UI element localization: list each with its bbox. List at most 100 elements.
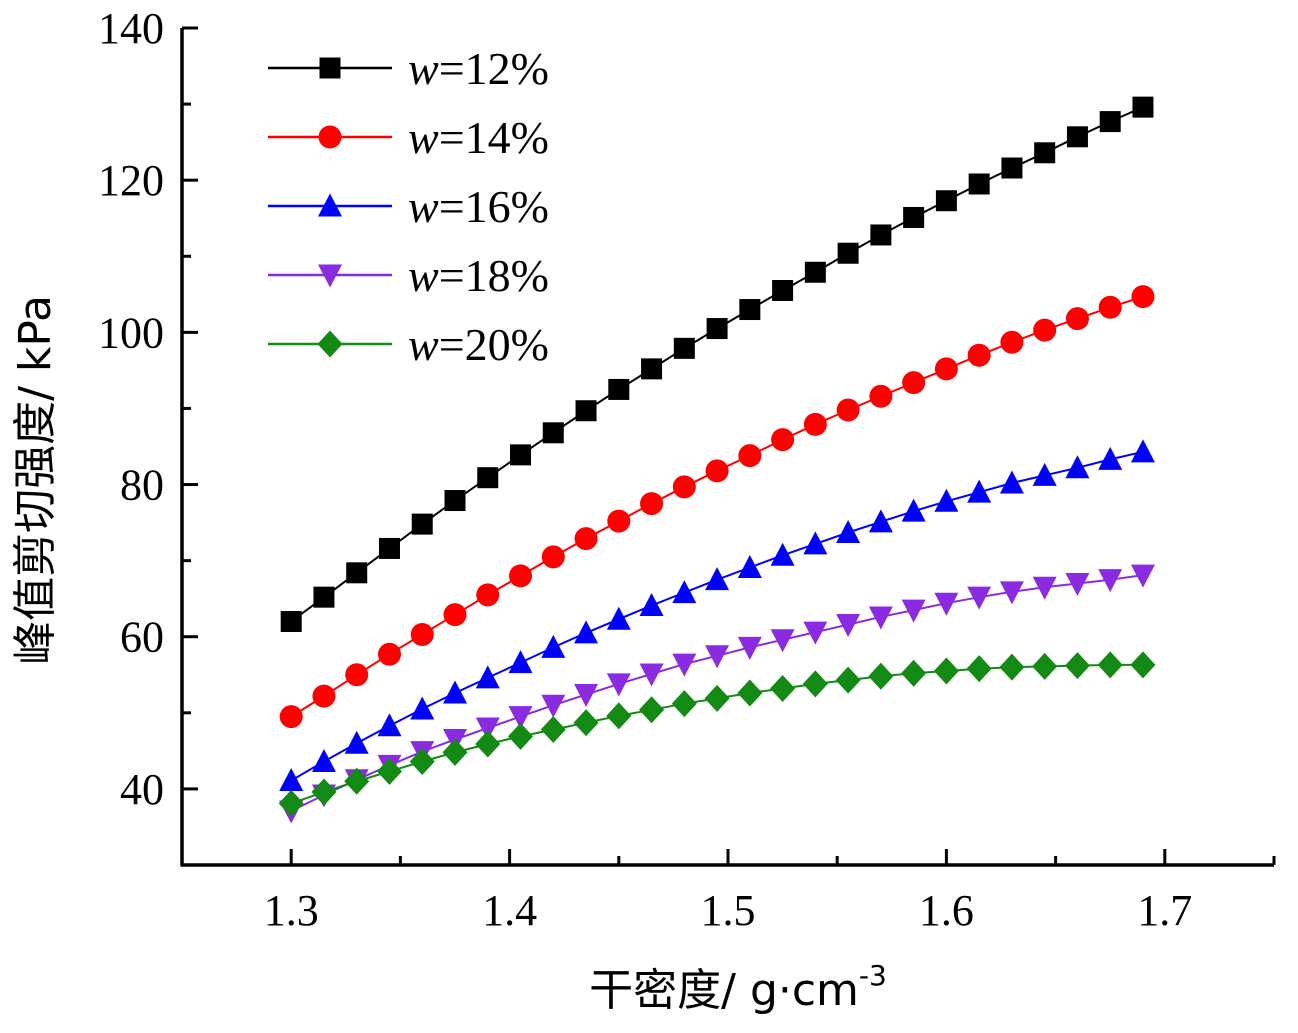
legend-label-variable: w [408,250,439,301]
data-point [639,696,665,724]
legend-label: w=16% [408,181,549,232]
data-point [312,684,336,708]
legend-label-variable: w [408,319,439,370]
data-point [1098,569,1123,593]
data-point [345,663,369,687]
data-point [705,645,730,669]
data-point [739,299,761,321]
data-point [770,674,796,702]
data-point [510,444,532,466]
legend-marker [317,330,343,358]
legend-item: w=14% [268,112,549,163]
data-point [378,537,400,559]
x-axis-title-superscript: -3 [859,959,887,992]
data-point [540,716,566,744]
data-point [1098,295,1122,319]
data-point [934,488,959,512]
data-point [1130,651,1156,679]
data-point [443,603,467,627]
data-point [836,614,861,638]
data-point [377,642,401,666]
data-point [508,650,533,674]
data-point [671,690,697,718]
data-point [870,224,892,246]
data-point [967,479,992,503]
data-point [901,659,927,687]
legend-label-value: =18% [439,250,549,301]
data-point [411,513,433,535]
data-point [443,680,467,704]
data-point [772,280,794,302]
data-point [902,371,926,395]
data-point [705,459,729,483]
data-point [1065,455,1090,479]
data-point [935,190,957,212]
legend-label: w=18% [408,250,549,301]
data-point [770,629,795,653]
data-point [837,242,859,264]
y-tick-label: 60 [120,613,164,662]
data-point [606,702,632,730]
data-point [903,206,925,228]
axes: 1.3 1.4 1.5 1.6 1.7 40 60 80 100 120 140 [98,4,1276,935]
data-point [737,636,762,660]
data-point [346,562,368,584]
data-point [410,622,434,646]
data-point [901,498,926,522]
legend-label-variable: w [408,43,439,94]
data-point [1065,572,1090,596]
data-point [672,580,697,604]
data-point [967,343,991,367]
legend-marker [318,125,342,149]
legend-label-value: =20% [439,319,549,370]
data-point [279,768,304,792]
data-point [476,583,500,607]
data-point [934,357,958,381]
data-point [1032,652,1058,680]
data-point [1098,446,1123,470]
legend-label-variable: w [408,181,439,232]
data-point [1066,126,1088,148]
series-14-group [279,285,1155,729]
data-point [1032,576,1057,600]
data-point [672,475,696,499]
data-point [573,709,599,737]
data-point [574,620,599,644]
y-tick-label: 120 [98,156,164,205]
data-point [705,567,730,591]
data-point [1065,307,1089,331]
data-point [376,757,402,785]
data-point [770,542,795,566]
data-point [803,412,827,436]
data-point [737,554,762,578]
legend-label: w=14% [408,112,549,163]
x-axis-title: 干密度/ g·cm-3 [589,959,887,1016]
legend-label: w=12% [408,43,549,94]
data-point [639,663,664,687]
data-point [311,778,337,806]
data-point [508,722,534,750]
y-tick-label: 40 [120,765,164,814]
legend-label-value: =14% [439,112,549,163]
data-point [672,653,697,677]
data-point [836,398,860,422]
series-20-group [278,651,1156,817]
legend-item: w=18% [268,250,549,301]
y-tick-label: 80 [120,461,164,510]
legend-item: w=20% [268,319,549,370]
legend: w=12%w=14%w=16%w=18%w=20% [268,43,549,370]
data-point [541,634,566,658]
data-point [1033,318,1057,342]
data-point [279,705,303,729]
data-point [1132,96,1154,118]
legend-marker [319,57,341,79]
data-point [869,384,893,408]
data-point [313,586,335,608]
data-point [278,789,304,817]
data-point [967,586,992,610]
data-point [641,358,663,380]
x-tick-label: 1.5 [701,886,756,935]
data-point [509,564,533,588]
